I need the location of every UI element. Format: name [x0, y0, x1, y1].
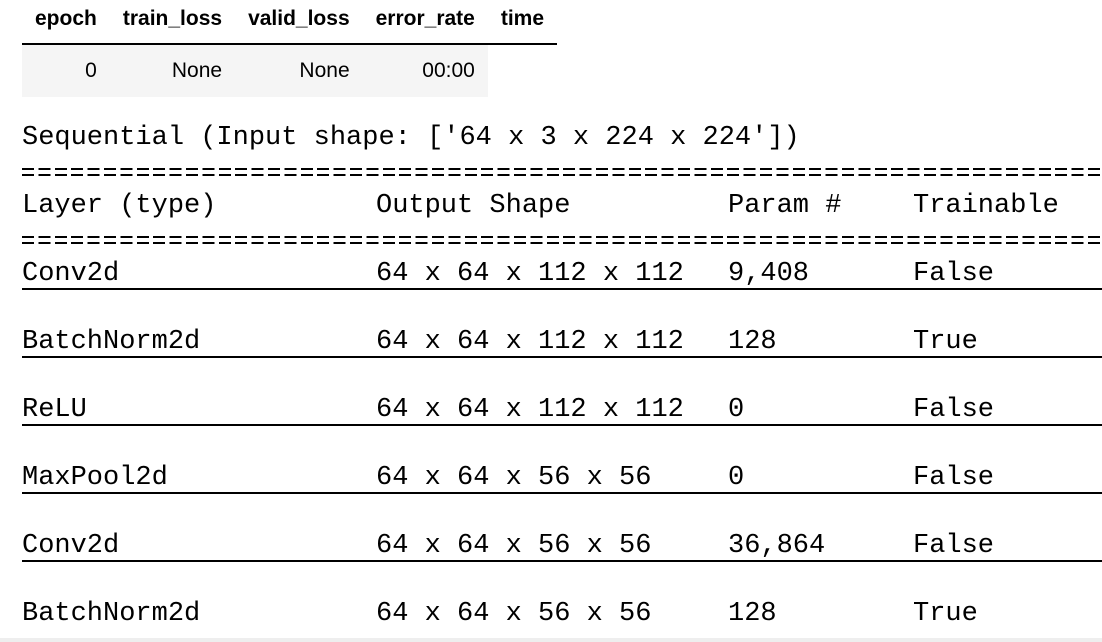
double-separator — [22, 223, 1102, 257]
summary-cell: Trainable — [913, 191, 1059, 221]
separator-stroke — [22, 236, 1102, 238]
summary-cell: 128 — [728, 327, 777, 357]
column-header: error_rate — [362, 0, 488, 45]
summary-cell: 64 x 64 x 112 x 112 — [376, 259, 684, 289]
table-body: 0 None None 00:00 — [22, 44, 557, 97]
row-separator — [22, 492, 1102, 494]
summary-cell: 64 x 64 x 56 x 56 — [376, 531, 652, 561]
summary-cell: ReLU — [22, 395, 87, 425]
summary-header: Layer (type) Output Shape Param # Trainable — [22, 189, 1102, 223]
column-header: time — [487, 0, 558, 45]
column-header: epoch — [22, 0, 110, 45]
table-cell: 0 — [22, 44, 110, 97]
summary-cell: 64 x 64 x 56 x 56 — [376, 599, 652, 629]
progress-table: epoch train_loss valid_loss error_rate time … — [22, 0, 558, 97]
separator-stroke — [22, 168, 1102, 170]
summary-cell: False — [913, 531, 995, 561]
summary-cell: Param # — [728, 191, 842, 221]
summary-cell: True — [913, 599, 978, 629]
summary-cell: False — [913, 463, 995, 493]
summary-row: ReLU 64 x 64 x 112 x 112 0 False — [22, 393, 1102, 427]
table-cell: None — [109, 44, 236, 97]
summary-cell: BatchNorm2d — [22, 327, 201, 357]
summary-cell: 64 x 64 x 56 x 56 — [376, 463, 652, 493]
separator-stroke — [22, 242, 1102, 244]
separator-stroke — [22, 174, 1102, 176]
table-cell: 00:00 — [362, 44, 488, 97]
summary-cell: 128 — [728, 599, 777, 629]
summary-cell: MaxPool2d — [22, 463, 168, 493]
summary-cell: 0 — [728, 395, 745, 425]
summary-cell: 36,864 — [728, 531, 826, 561]
column-header: train_loss — [109, 0, 236, 45]
summary-cell: 64 x 64 x 112 x 112 — [376, 395, 684, 425]
table-cell: None — [235, 44, 363, 97]
row-separator — [22, 424, 1102, 426]
double-separator — [22, 155, 1102, 189]
spacer — [22, 495, 1102, 529]
summary-cell: 9,408 — [728, 259, 810, 289]
row-separator — [22, 560, 1102, 562]
summary-row: MaxPool2d 64 x 64 x 56 x 56 0 False — [22, 461, 1102, 495]
model-summary: Sequential (Input shape: ['64 x 3 x 224 … — [22, 121, 1102, 631]
summary-cell: Conv2d — [22, 531, 120, 561]
summary-cell: False — [913, 395, 995, 425]
summary-cell: True — [913, 327, 978, 357]
spacer — [22, 427, 1102, 461]
summary-row: Conv2d 64 x 64 x 112 x 112 9,408 False — [22, 257, 1102, 291]
summary-row: Conv2d 64 x 64 x 56 x 56 36,864 False — [22, 529, 1102, 563]
summary-row: BatchNorm2d 64 x 64 x 56 x 56 128 True — [22, 597, 1102, 631]
summary-row: BatchNorm2d 64 x 64 x 112 x 112 128 True — [22, 325, 1102, 359]
row-separator — [22, 356, 1102, 358]
summary-cell: Output Shape — [376, 191, 571, 221]
summary-cell: 0 — [728, 463, 745, 493]
row-separator — [22, 288, 1102, 290]
summary-cell: BatchNorm2d — [22, 599, 201, 629]
summary-cell: Conv2d — [22, 259, 120, 289]
summary-title: Sequential (Input shape: ['64 x 3 x 224 … — [22, 123, 800, 153]
header-row: epoch train_loss valid_loss error_rate time — [22, 0, 558, 45]
footer-strip — [0, 638, 1102, 642]
summary-cell: False — [913, 259, 995, 289]
column-header: valid_loss — [235, 0, 363, 45]
summary-cell: Layer (type) — [22, 191, 217, 221]
spacer — [22, 563, 1102, 597]
spacer — [22, 291, 1102, 325]
summary-cell: 64 x 64 x 112 x 112 — [376, 327, 684, 357]
table-row: 0 None None 00:00 — [22, 44, 557, 97]
spacer — [22, 359, 1102, 393]
